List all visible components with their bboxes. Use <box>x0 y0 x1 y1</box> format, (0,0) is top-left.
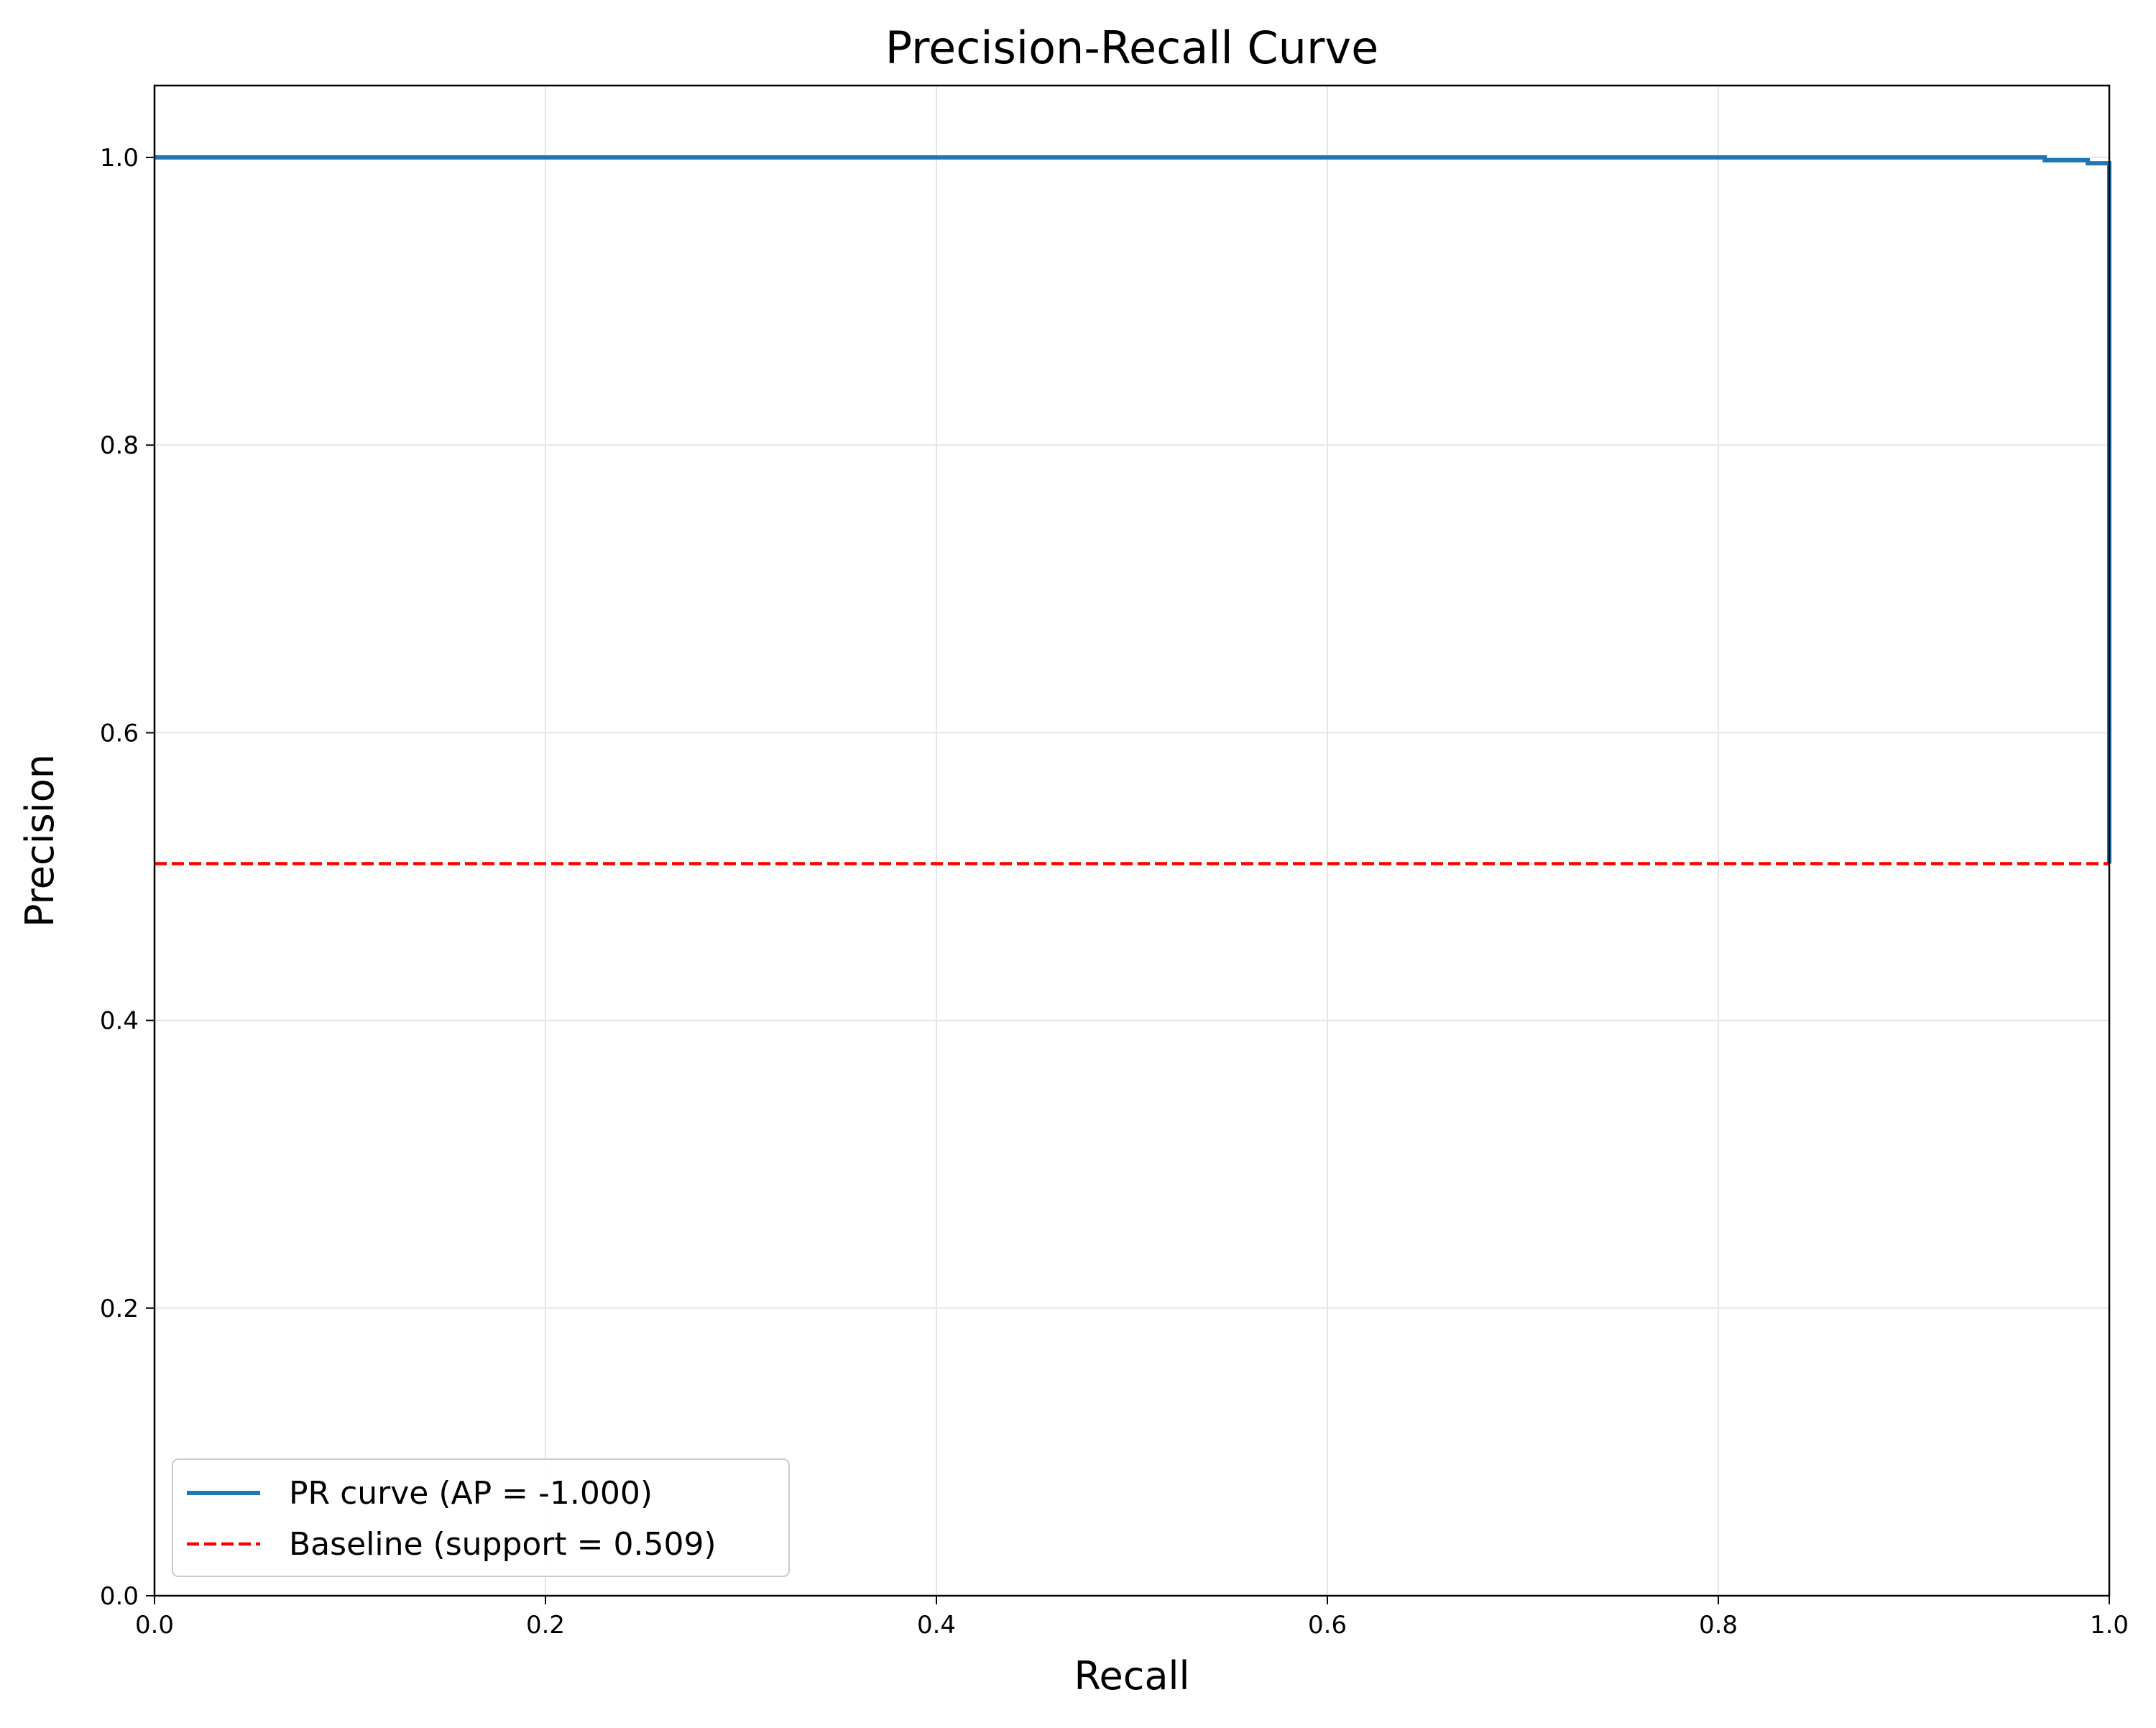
x-tick-label: 0.4 <box>917 1611 956 1640</box>
x-axis-label: Recall <box>1074 1653 1189 1699</box>
legend-label-pr-curve: PR curve (AP = -1.000) <box>289 1475 653 1512</box>
grid-lines <box>154 86 2110 1596</box>
legend: PR curve (AP = -1.000) Baseline (support … <box>172 1458 790 1577</box>
y-tick-label: 0.2 <box>100 1295 139 1323</box>
legend-box <box>172 1458 790 1577</box>
x-tick-label: 0.2 <box>526 1611 565 1640</box>
x-tick-label: 0.8 <box>1699 1611 1738 1640</box>
x-tick-label: 0.0 <box>135 1611 174 1640</box>
y-tick-label: 1.0 <box>100 144 139 173</box>
x-tick-label: 0.6 <box>1308 1611 1347 1640</box>
legend-label-baseline: Baseline (support = 0.509) <box>289 1526 717 1563</box>
y-tick-label: 0.0 <box>100 1582 139 1611</box>
axis-ticks: 0.0 0.2 0.4 0.6 0.8 1.0 0.0 0.2 0.4 0.6 0.8 1.0 <box>100 144 2129 1640</box>
y-tick-label: 0.8 <box>100 431 139 460</box>
y-tick-label: 0.6 <box>100 719 139 748</box>
y-axis-label: Precision <box>17 754 63 927</box>
chart-title: Precision-Recall Curve <box>885 22 1379 74</box>
plot-frame <box>153 84 2111 1597</box>
x-tick-label: 1.0 <box>2090 1611 2129 1640</box>
y-tick-label: 0.4 <box>100 1007 139 1036</box>
